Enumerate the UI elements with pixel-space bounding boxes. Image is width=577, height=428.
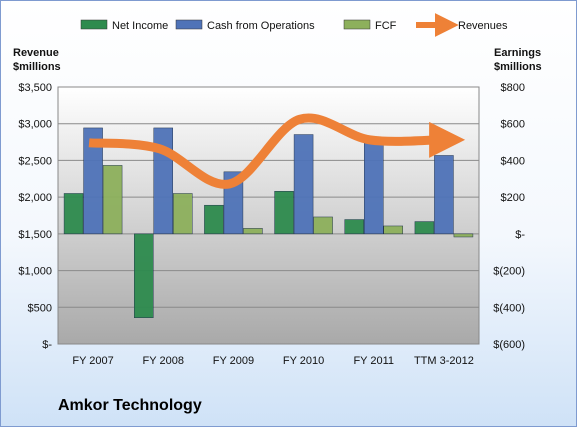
right-axis-title-line1: Earnings <box>494 47 542 59</box>
x-axis-tick-label: TTM 3-2012 <box>414 355 474 367</box>
right-axis-tick-label: $(600) <box>493 339 525 351</box>
left-axis-tick-label: $500 <box>28 302 52 314</box>
right-axis-tick-label: $(200) <box>493 266 525 278</box>
bar-cash-from-operations <box>293 134 314 235</box>
right-axis-title: Earnings $millions <box>494 46 542 74</box>
right-axis-tick-label: $800 <box>501 82 525 94</box>
right-axis-title-line2: $millions <box>494 61 542 73</box>
left-axis-title: Revenue $millions <box>13 46 61 74</box>
legend-label: Revenues <box>458 20 508 32</box>
x-axis-tick-label: FY 2007 <box>72 355 113 367</box>
left-axis-tick-label: $1,000 <box>18 266 52 278</box>
left-axis-tick-label: $3,000 <box>18 119 52 131</box>
right-axis-tick-label: $(400) <box>493 302 525 314</box>
right-axis-tick-label: $400 <box>501 155 525 167</box>
legend-swatch-net-income <box>80 19 108 30</box>
legend-label: Net Income <box>112 20 168 32</box>
bar-net-income <box>63 193 84 235</box>
bar-fcf <box>383 225 403 235</box>
bar-net-income <box>344 219 364 235</box>
legend-label: FCF <box>375 20 397 32</box>
x-axis-tick-label: FY 2009 <box>213 355 254 367</box>
right-axis-tick-label: $200 <box>501 192 525 204</box>
left-axis-tick-label: $3,500 <box>18 82 52 94</box>
legend-swatch-fcf <box>343 19 371 30</box>
bar-fcf <box>453 233 474 238</box>
bar-cash-from-operations <box>434 155 454 235</box>
x-axis-tick-label: FY 2011 <box>353 355 394 367</box>
company-name: Amkor Technology <box>58 397 202 414</box>
bar-net-income <box>414 221 435 235</box>
right-axis-tick-label: $600 <box>501 119 525 131</box>
bar-fcf <box>102 165 123 235</box>
left-axis-tick-label: $- <box>42 339 52 351</box>
x-axis-tick-label: FY 2008 <box>143 355 184 367</box>
bar-net-income <box>134 233 154 318</box>
bar-cash-from-operations <box>83 127 103 235</box>
x-axis-tick-label: FY 2010 <box>283 355 324 367</box>
legend-label: Cash from Operations <box>207 20 315 32</box>
left-axis-tick-label: $2,000 <box>18 192 52 204</box>
revenue-line <box>88 113 466 189</box>
legend-swatch-cash-from-operations <box>175 19 203 30</box>
left-axis-title-line1: Revenue <box>13 47 59 59</box>
left-axis-tick-label: $2,500 <box>18 155 52 167</box>
bar-fcf <box>313 216 333 235</box>
left-axis-title-line2: $millions <box>13 61 61 73</box>
left-axis-tick-label: $1,500 <box>18 229 52 241</box>
bar-fcf <box>173 193 193 235</box>
bar-fcf <box>243 228 263 235</box>
right-axis-tick-label: $- <box>515 229 525 241</box>
plot-area <box>57 86 480 345</box>
bar-net-income <box>274 191 294 235</box>
bar-net-income <box>204 204 224 235</box>
bar-cash-from-operations <box>364 139 384 235</box>
